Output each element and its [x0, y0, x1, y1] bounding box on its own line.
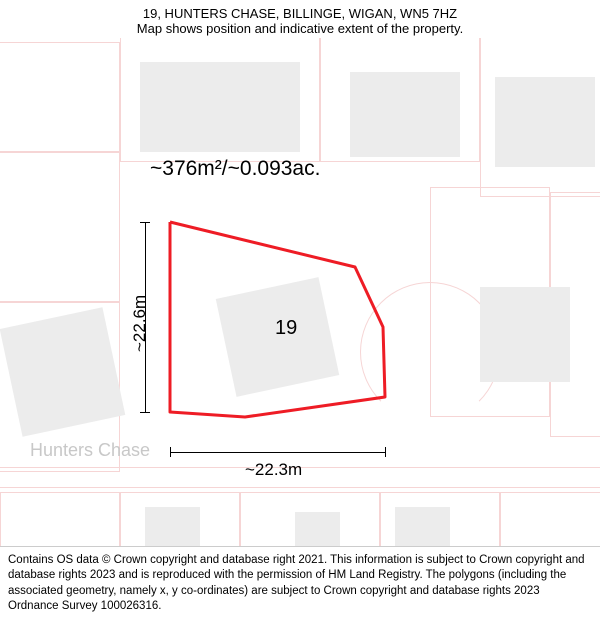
dimension-cap: [140, 412, 150, 413]
dimension-cap: [385, 447, 386, 457]
map-subtitle: Map shows position and indicative extent…: [10, 21, 590, 36]
map-header: 19, HUNTERS CHASE, BILLINGE, WIGAN, WN5 …: [0, 0, 600, 38]
height-measurement: ~22.6m: [130, 295, 150, 352]
map-canvas: Hunters Chase~376m²/~0.093ac.~22.6m~22.3…: [0, 42, 600, 537]
area-measurement: ~376m²/~0.093ac.: [150, 157, 320, 181]
dimension-line-horizontal: [170, 452, 385, 453]
width-measurement: ~22.3m: [245, 460, 302, 480]
dimension-cap: [170, 447, 171, 457]
dimension-cap: [140, 222, 150, 223]
copyright-footer: Contains OS data © Crown copyright and d…: [0, 546, 600, 625]
map-title: 19, HUNTERS CHASE, BILLINGE, WIGAN, WN5 …: [10, 6, 590, 21]
copyright-text: Contains OS data © Crown copyright and d…: [8, 554, 585, 613]
plot-number: 19: [275, 317, 297, 340]
